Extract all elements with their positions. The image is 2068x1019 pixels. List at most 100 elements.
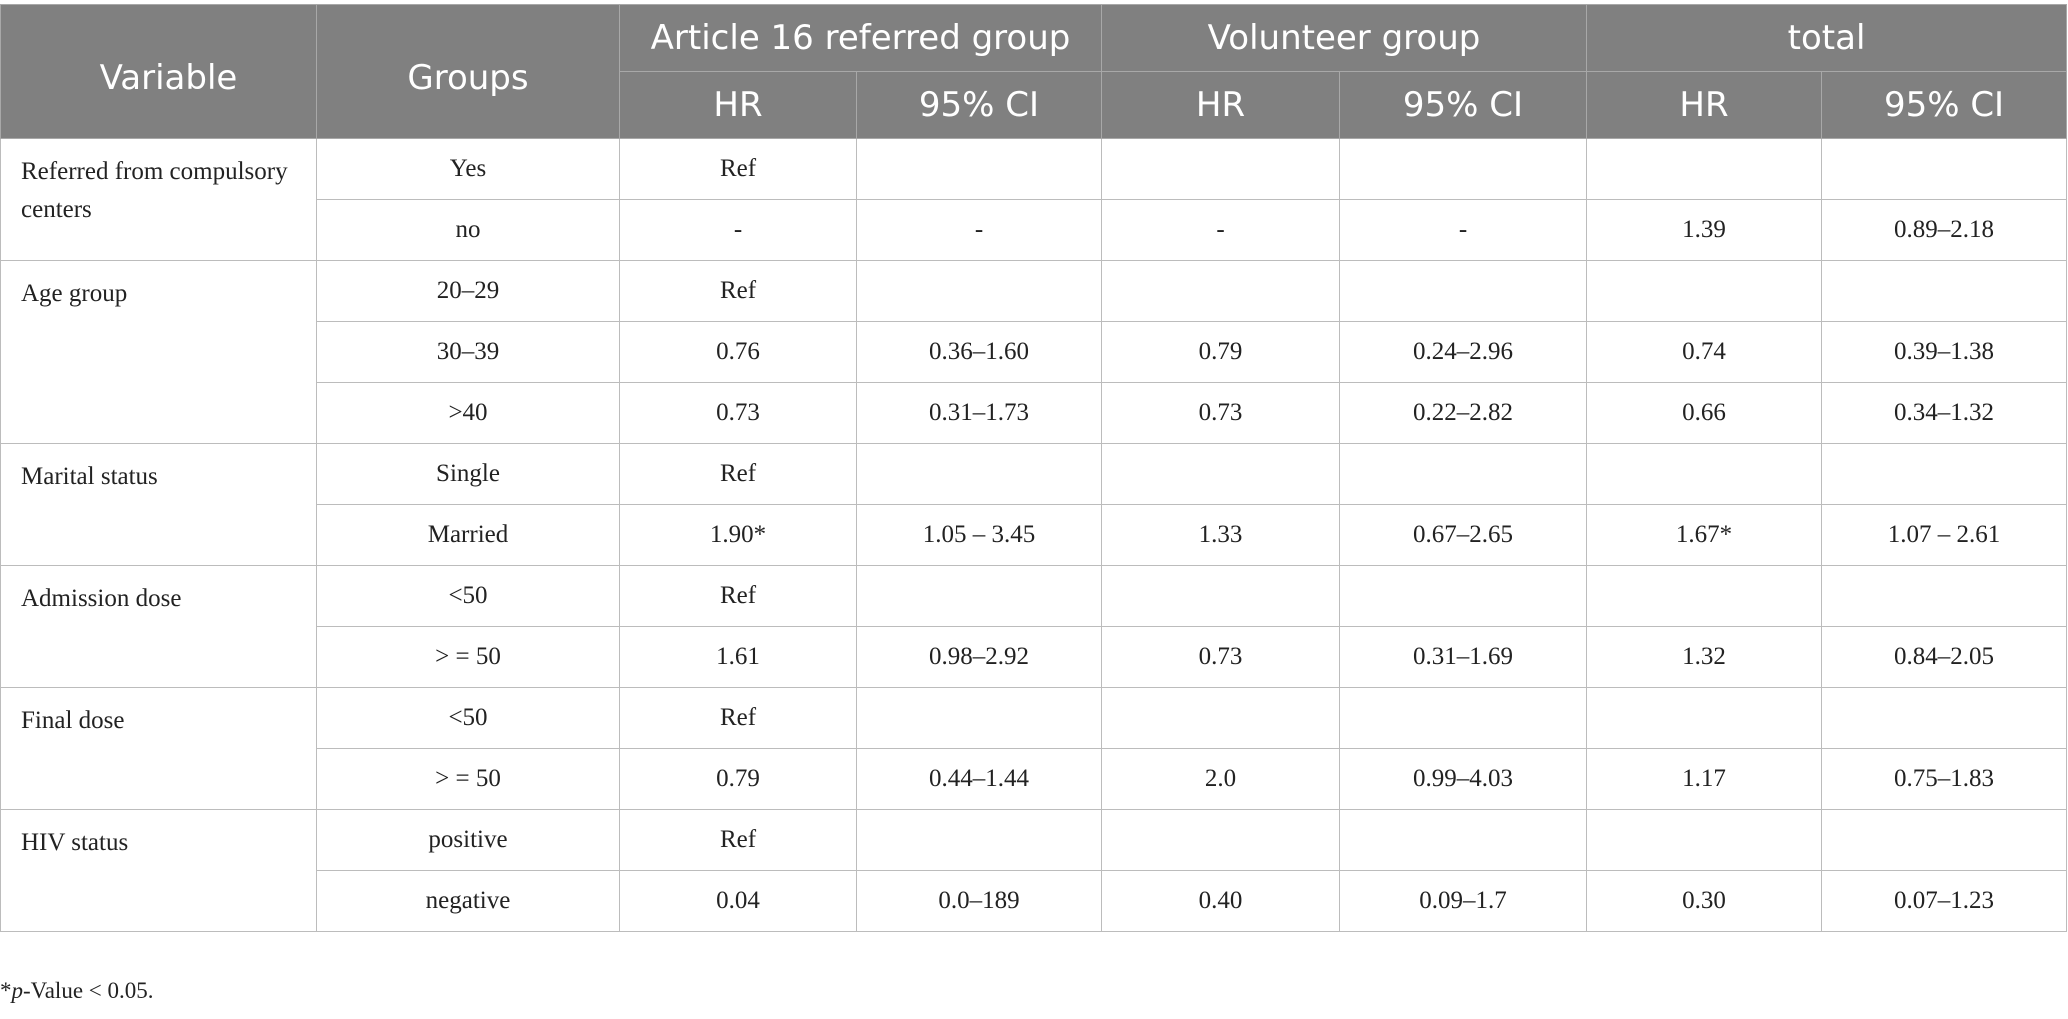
group-cell: no [316, 199, 620, 261]
value-cell [856, 687, 1102, 749]
value-cell: - [856, 199, 1102, 261]
table-row: Marital status Single Ref [0, 443, 2068, 566]
value-cell: 0.66 [1586, 382, 1823, 444]
value-cell: 1.17 [1586, 748, 1823, 810]
value-cell: 1.61 [619, 626, 857, 688]
group-cell: > = 50 [316, 748, 620, 810]
table-row: HIV status positive Ref [0, 809, 2068, 932]
value-cell: 0.73 [1101, 626, 1340, 688]
value-cell: 1.67* [1586, 504, 1823, 566]
value-cell: Ref [619, 565, 857, 627]
table-row: Referred from compulsory centers Yes Ref [0, 138, 2068, 261]
value-cell [1586, 260, 1823, 322]
value-cell: 0.39–1.38 [1821, 321, 2068, 383]
value-cell [1338, 565, 1588, 627]
value-cell: 0.75–1.83 [1821, 748, 2068, 810]
group-cell: 20–29 [316, 260, 620, 322]
value-cell: 1.33 [1101, 504, 1340, 566]
value-cell: 0.79 [1101, 321, 1340, 383]
value-cell [1586, 809, 1823, 871]
header-group-volunteer: Volunteer group [1100, 4, 1588, 72]
value-cell: 0.79 [619, 748, 857, 810]
group-cell: Married [316, 504, 620, 566]
value-cell: 1.32 [1586, 626, 1823, 688]
value-cell: 1.90* [619, 504, 857, 566]
value-cell: 0.89–2.18 [1821, 199, 2068, 261]
value-cell: 1.05 – 3.45 [856, 504, 1102, 566]
group-cell: 30–39 [316, 321, 620, 383]
header-hr: HR [1586, 71, 1823, 139]
group-cell: <50 [316, 687, 620, 749]
value-cell [1586, 565, 1823, 627]
value-cell [1586, 138, 1823, 200]
value-cell: 0.31–1.69 [1338, 626, 1588, 688]
value-cell: 0.07–1.23 [1821, 870, 2068, 932]
value-cell: 0.73 [619, 382, 857, 444]
value-cell [1101, 443, 1340, 505]
header-hr: HR [1101, 71, 1340, 139]
value-cell [1338, 260, 1588, 322]
header-ci: 95% CI [1821, 71, 2068, 139]
value-cell [856, 260, 1102, 322]
hazard-ratio-table: Variable Groups Article 16 referred grou… [0, 4, 2068, 932]
value-cell: Ref [619, 260, 857, 322]
value-cell: Ref [619, 809, 857, 871]
value-cell: 1.07 – 2.61 [1821, 504, 2068, 566]
header-hr: HR [619, 71, 857, 139]
value-cell: - [1101, 199, 1340, 261]
value-cell: 0.34–1.32 [1821, 382, 2068, 444]
header-ci: 95% CI [856, 71, 1102, 139]
footnote-text: -Value < 0.05. [23, 978, 154, 1003]
value-cell: Ref [619, 443, 857, 505]
value-cell: 0.73 [1101, 382, 1340, 444]
value-cell: 2.0 [1101, 748, 1340, 810]
group-cell: > = 50 [316, 626, 620, 688]
value-cell [1101, 260, 1340, 322]
table-header: Variable Groups Article 16 referred grou… [0, 4, 2068, 139]
group-cell: negative [316, 870, 620, 932]
header-group-total: total [1586, 4, 2068, 72]
value-cell [1338, 687, 1588, 749]
value-cell: 0.98–2.92 [856, 626, 1102, 688]
value-cell [1821, 138, 2068, 200]
value-cell: 0.67–2.65 [1338, 504, 1588, 566]
value-cell [1101, 565, 1340, 627]
value-cell [1821, 565, 2068, 627]
table-row: Married 1.90* 1.05 – 3.45 1.33 0.67–2.65 1.67… [1, 504, 2068, 566]
value-cell: 0.30 [1586, 870, 1823, 932]
variable-cell: Admission dose [0, 565, 317, 688]
variable-cell: HIV status [0, 809, 317, 932]
value-cell [1338, 443, 1588, 505]
value-cell: 0.31–1.73 [856, 382, 1102, 444]
value-cell: Ref [619, 687, 857, 749]
footnote-p: p [11, 978, 24, 1003]
value-cell [1586, 687, 1823, 749]
value-cell: 0.09–1.7 [1338, 870, 1588, 932]
group-cell: Single [316, 443, 620, 505]
group-cell: <50 [316, 565, 620, 627]
value-cell [1821, 687, 2068, 749]
table-row: Final dose <50 Ref [0, 687, 2068, 810]
value-cell [1101, 809, 1340, 871]
table-row: > = 50 1.61 0.98–2.92 0.73 0.31–1.69 1.32 0.84… [1, 626, 2068, 688]
value-cell: 0.76 [619, 321, 857, 383]
value-cell: - [1338, 199, 1588, 261]
table-body: Referred from compulsory centers Yes Ref no… [0, 138, 2068, 932]
variable-cell: Marital status [0, 443, 317, 566]
value-cell: 0.74 [1586, 321, 1823, 383]
value-cell: 0.04 [619, 870, 857, 932]
header-groups: Groups [316, 4, 620, 139]
value-cell: - [619, 199, 857, 261]
value-cell [1821, 809, 2068, 871]
table-row: negative 0.04 0.0–189 0.40 0.09–1.7 0.30 0.07–… [1, 870, 2068, 932]
table-row: Age group 20–29 Ref [0, 260, 2068, 444]
value-cell [1338, 809, 1588, 871]
value-cell [856, 443, 1102, 505]
value-cell [1101, 687, 1340, 749]
table-row: > = 50 0.79 0.44–1.44 2.0 0.99–4.03 1.17 0.75–… [1, 748, 2068, 810]
header-group-article16: Article 16 referred group [619, 4, 1102, 72]
value-cell: 1.39 [1586, 199, 1823, 261]
value-cell: 0.0–189 [856, 870, 1102, 932]
value-cell: 0.84–2.05 [1821, 626, 2068, 688]
value-cell: 0.99–4.03 [1338, 748, 1588, 810]
